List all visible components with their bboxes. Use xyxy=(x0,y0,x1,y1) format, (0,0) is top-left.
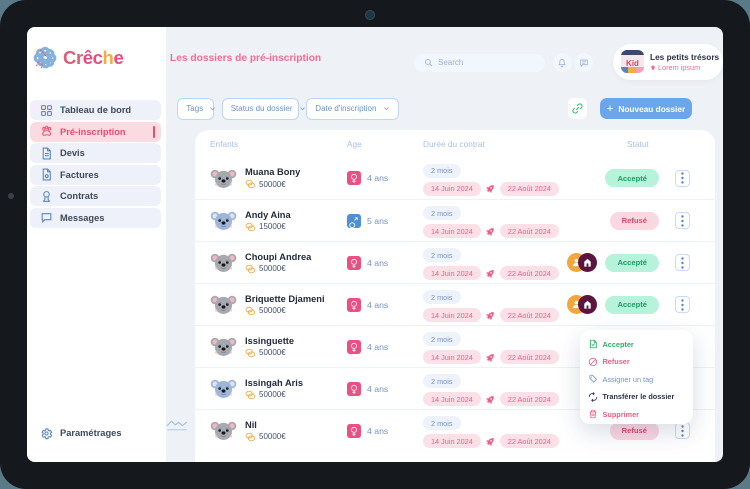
svg-text:Kid: Kid xyxy=(626,59,639,68)
